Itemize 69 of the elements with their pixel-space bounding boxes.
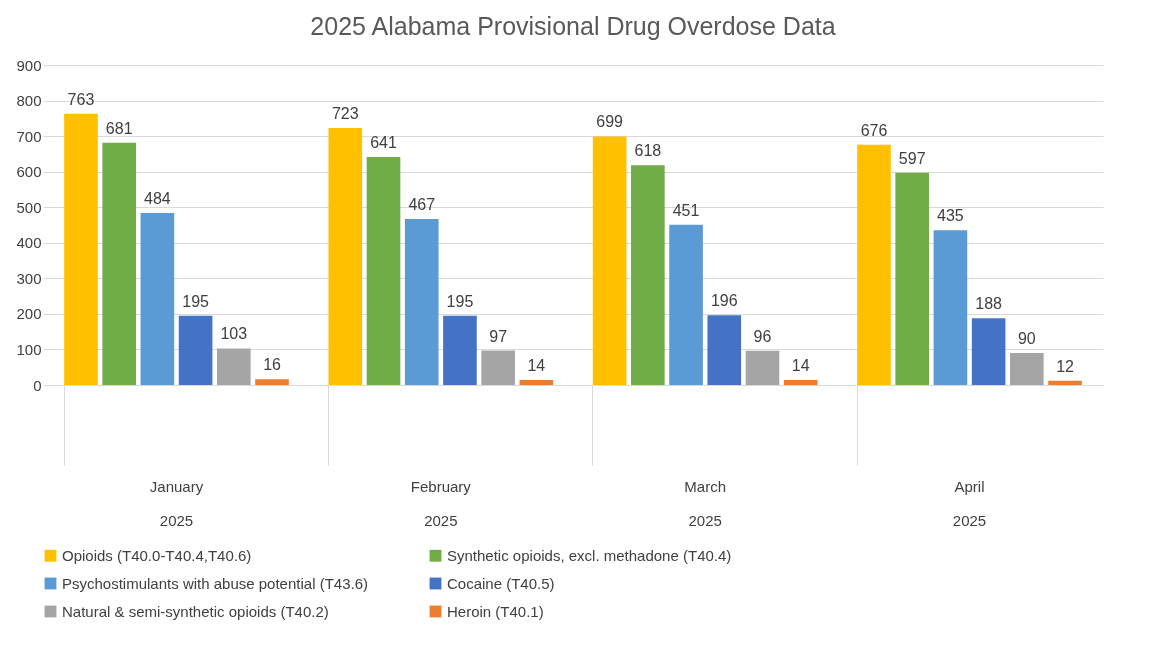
bar — [971, 318, 1006, 385]
legend-label: Cocaine (T40.5) — [447, 574, 555, 592]
data-label: 467 — [408, 195, 436, 213]
bar — [895, 172, 929, 385]
data-label: 195 — [446, 292, 474, 310]
data-label: 103 — [220, 325, 248, 343]
legend-label: Synthetic opioids, excl. methadone (T40.4) — [447, 546, 732, 564]
bar — [592, 136, 627, 385]
y-tick-label: 900 — [16, 56, 42, 74]
bar — [64, 113, 98, 385]
y-tick-label: 100 — [16, 340, 42, 358]
data-label: 618 — [634, 142, 662, 160]
bar — [404, 218, 439, 385]
legend-label: Natural & semi-synthetic opioids (T40.2) — [62, 602, 329, 620]
bar — [178, 315, 213, 385]
bar — [481, 350, 515, 385]
y-tick-label: 200 — [16, 305, 42, 323]
data-label: 14 — [791, 357, 810, 375]
x-tick-label: April 2025 — [952, 477, 987, 529]
y-tick-label: 700 — [16, 127, 42, 145]
bar — [631, 165, 665, 385]
data-label: 188 — [975, 295, 1003, 313]
legend-label: Opioids (T40.0-T40.4,T40.6) — [62, 546, 252, 564]
data-label: 676 — [860, 121, 888, 139]
bar — [1010, 353, 1044, 385]
x-tick-label: February 2025 — [410, 477, 472, 529]
data-label: 699 — [596, 113, 624, 131]
bar — [783, 380, 818, 385]
data-label: 196 — [710, 292, 738, 310]
y-tick-label: 600 — [16, 163, 42, 181]
y-tick-label: 800 — [16, 92, 42, 110]
bar — [366, 157, 401, 385]
data-label: 96 — [753, 327, 772, 345]
data-label: 597 — [898, 149, 926, 167]
bar — [217, 348, 251, 385]
data-label: 97 — [489, 327, 508, 345]
bar — [102, 142, 136, 385]
data-label: 763 — [67, 90, 95, 108]
bar — [519, 380, 554, 385]
chart-title: 2025 Alabama Provisional Drug Overdose Data — [310, 12, 836, 40]
data-label: 90 — [1017, 330, 1036, 347]
legend-label: Heroin (T40.1) — [447, 602, 544, 620]
bar — [328, 127, 363, 385]
data-label: 195 — [182, 292, 210, 310]
y-tick-label: 300 — [16, 269, 42, 287]
y-tick-label: 0 — [33, 376, 42, 394]
x-tick-label: March 2025 — [684, 477, 727, 529]
data-label: 14 — [527, 357, 546, 375]
data-label: 451 — [672, 201, 700, 219]
data-label: 641 — [370, 134, 397, 152]
bar — [745, 350, 780, 385]
bar — [933, 230, 968, 385]
data-label: 681 — [105, 119, 133, 137]
data-label: 435 — [937, 207, 964, 225]
bar — [669, 224, 703, 385]
bar — [857, 144, 891, 385]
bar — [707, 315, 742, 385]
x-tick-label: January 2025 — [149, 477, 204, 529]
bar — [1048, 380, 1082, 385]
data-label: 12 — [1056, 357, 1075, 375]
bar — [255, 379, 289, 385]
legend-label: Psychostimulants with abuse potential (T43.6) — [62, 574, 368, 592]
data-label: 484 — [144, 189, 171, 207]
bar — [140, 212, 175, 385]
bar — [443, 315, 477, 385]
y-tick-label: 500 — [16, 198, 42, 216]
data-label: 16 — [263, 356, 282, 374]
y-tick-label: 400 — [16, 234, 42, 252]
data-label: 723 — [331, 104, 359, 122]
